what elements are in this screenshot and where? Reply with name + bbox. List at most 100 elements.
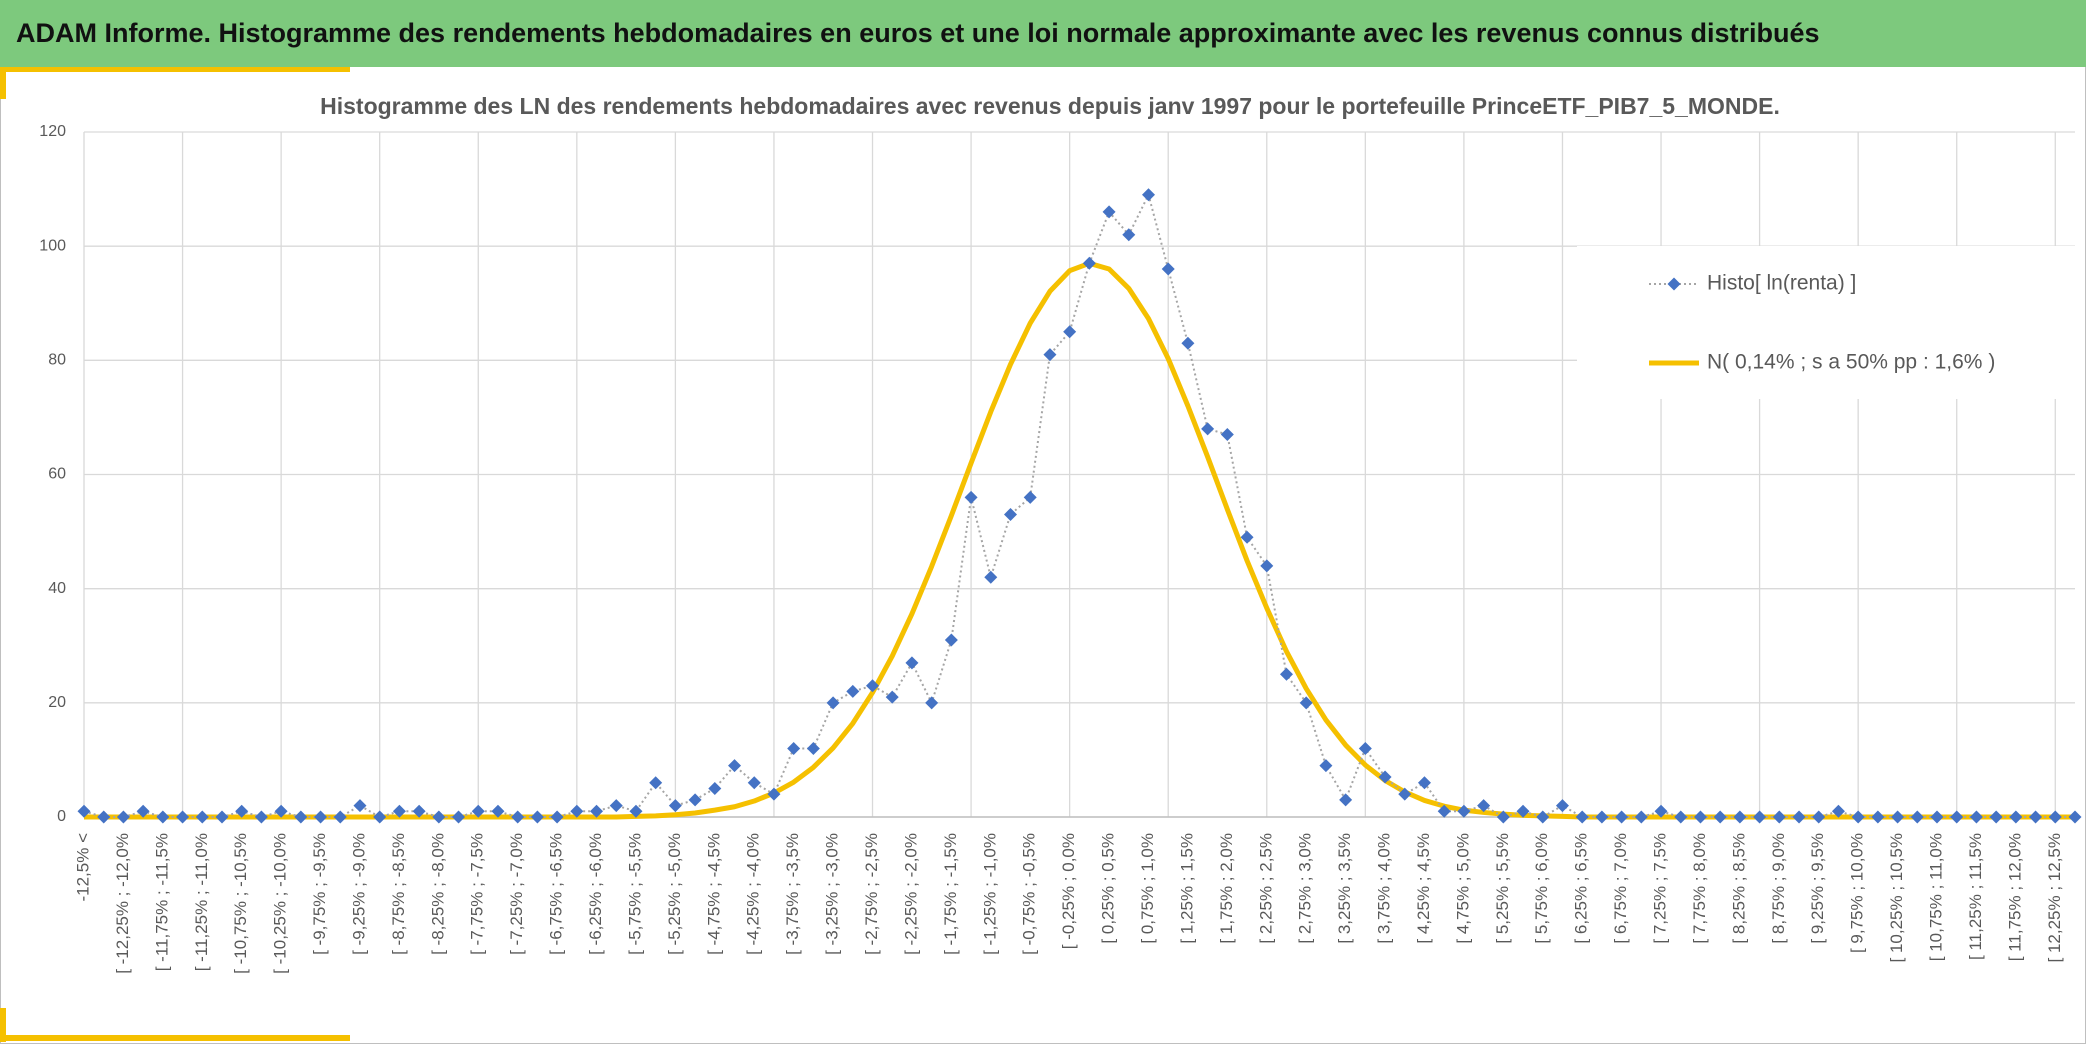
header-bar [0, 0, 2086, 67]
marker [1201, 422, 1215, 436]
x-tick-label: [ -1,75% ; -1,5% [941, 833, 960, 955]
marker [195, 810, 209, 824]
marker [1950, 810, 1964, 824]
marker [846, 684, 860, 698]
marker [1516, 804, 1530, 818]
marker [1891, 810, 1905, 824]
marker [1792, 810, 1806, 824]
marker [984, 570, 998, 584]
x-tick-label: [ -5,75% ; -5,5% [625, 833, 644, 955]
marker [1595, 810, 1609, 824]
marker [728, 759, 742, 773]
marker [1634, 810, 1648, 824]
marker [452, 810, 466, 824]
marker [1615, 810, 1629, 824]
marker [570, 804, 584, 818]
marker [1063, 325, 1077, 339]
marker [2048, 810, 2062, 824]
marker [1477, 799, 1491, 813]
marker [1930, 810, 1944, 824]
x-tick-label: [ 7,25% ; 7,5% [1651, 833, 1670, 944]
marker [767, 787, 781, 801]
marker [530, 810, 544, 824]
marker [412, 804, 426, 818]
x-tick-label: [ -11,75% ; -11,5% [152, 833, 171, 971]
legend-label: Histo[ ln(renta) ] [1707, 272, 1856, 295]
marker [373, 810, 387, 824]
marker [1122, 228, 1136, 242]
x-tick-label: [ -3,25% ; -3,0% [823, 833, 842, 955]
accent [0, 1035, 350, 1041]
marker [235, 804, 249, 818]
x-tick-label: [ 5,75% ; 6,0% [1532, 833, 1551, 944]
marker [491, 804, 505, 818]
marker [2068, 810, 2082, 824]
chart-title: Histogramme des LN des rendements hebdom… [320, 93, 1780, 119]
x-tick-label: [ -6,75% ; -6,5% [547, 833, 566, 955]
marker [1279, 667, 1293, 681]
marker [432, 810, 446, 824]
x-tick-label: [ 3,25% ; 3,5% [1335, 833, 1354, 944]
y-tick-label: 20 [48, 694, 66, 711]
marker [1555, 799, 1569, 813]
marker [905, 656, 919, 670]
x-tick-label: [ 2,25% ; 2,5% [1256, 833, 1275, 944]
marker [1240, 530, 1254, 544]
x-tick-label: [ -2,25% ; -2,0% [901, 833, 920, 955]
x-tick-label: [ -0,25% ; 0,0% [1059, 833, 1078, 949]
x-tick-label: [ 11,75% ; 12,0% [2005, 833, 2024, 961]
marker [1654, 804, 1668, 818]
x-tick-label: [ -7,25% ; -7,0% [507, 833, 526, 955]
marker [392, 804, 406, 818]
x-tick-label: [ 2,75% ; 3,0% [1296, 833, 1315, 944]
marker [136, 804, 150, 818]
marker [176, 810, 190, 824]
marker [1536, 810, 1550, 824]
marker [609, 799, 623, 813]
x-tick-label: -12,5% < [73, 833, 92, 902]
marker [1496, 810, 1510, 824]
marker [1969, 810, 1983, 824]
x-tick-label: [ -5,25% ; -5,0% [665, 833, 684, 955]
marker [1457, 804, 1471, 818]
marker [314, 810, 328, 824]
x-tick-label: [ -1,25% ; -1,0% [980, 833, 999, 955]
marker [649, 776, 663, 790]
x-tick-label: [ 9,75% ; 10,0% [1848, 833, 1867, 953]
y-tick-label: 60 [48, 466, 66, 483]
marker [1141, 188, 1155, 202]
x-tick-label: [ 8,25% ; 8,5% [1729, 833, 1748, 944]
marker [97, 810, 111, 824]
marker [1871, 810, 1885, 824]
legend-label: N( 0,14% ; s a 50% pp : 1,6% ) [1707, 351, 1995, 374]
marker [1812, 810, 1826, 824]
x-tick-label: [ 1,25% ; 1,5% [1177, 833, 1196, 944]
marker [925, 696, 939, 710]
x-tick-label: [ -12,25% ; -12,0% [113, 833, 132, 974]
x-tick-label: [ -8,25% ; -8,0% [428, 833, 447, 955]
marker [1674, 810, 1688, 824]
x-tick-label: [ -11,25% ; -11,0% [192, 833, 211, 971]
marker [333, 810, 347, 824]
marker [1575, 810, 1589, 824]
x-tick-label: [ -9,75% ; -9,5% [310, 833, 329, 955]
marker [747, 776, 761, 790]
accent [0, 1008, 6, 1042]
marker [1910, 810, 1924, 824]
marker [885, 690, 899, 704]
x-tick-label: [ 4,75% ; 5,0% [1453, 833, 1472, 944]
x-tick-label: [ -4,25% ; -4,0% [744, 833, 763, 955]
y-tick-label: 80 [48, 352, 66, 369]
x-tick-label: [ 6,75% ; 7,0% [1611, 833, 1630, 944]
marker [254, 810, 268, 824]
y-tick-label: 0 [57, 808, 66, 825]
marker [1339, 793, 1353, 807]
x-tick-label: [ 10,75% ; 11,0% [1926, 833, 1945, 961]
x-tick-label: [ 8,75% ; 9,0% [1769, 833, 1788, 944]
marker [2029, 810, 2043, 824]
x-tick-label: [ 6,25% ; 6,5% [1572, 833, 1591, 944]
x-tick-label: [ 7,75% ; 8,0% [1690, 833, 1709, 944]
marker [1299, 696, 1313, 710]
